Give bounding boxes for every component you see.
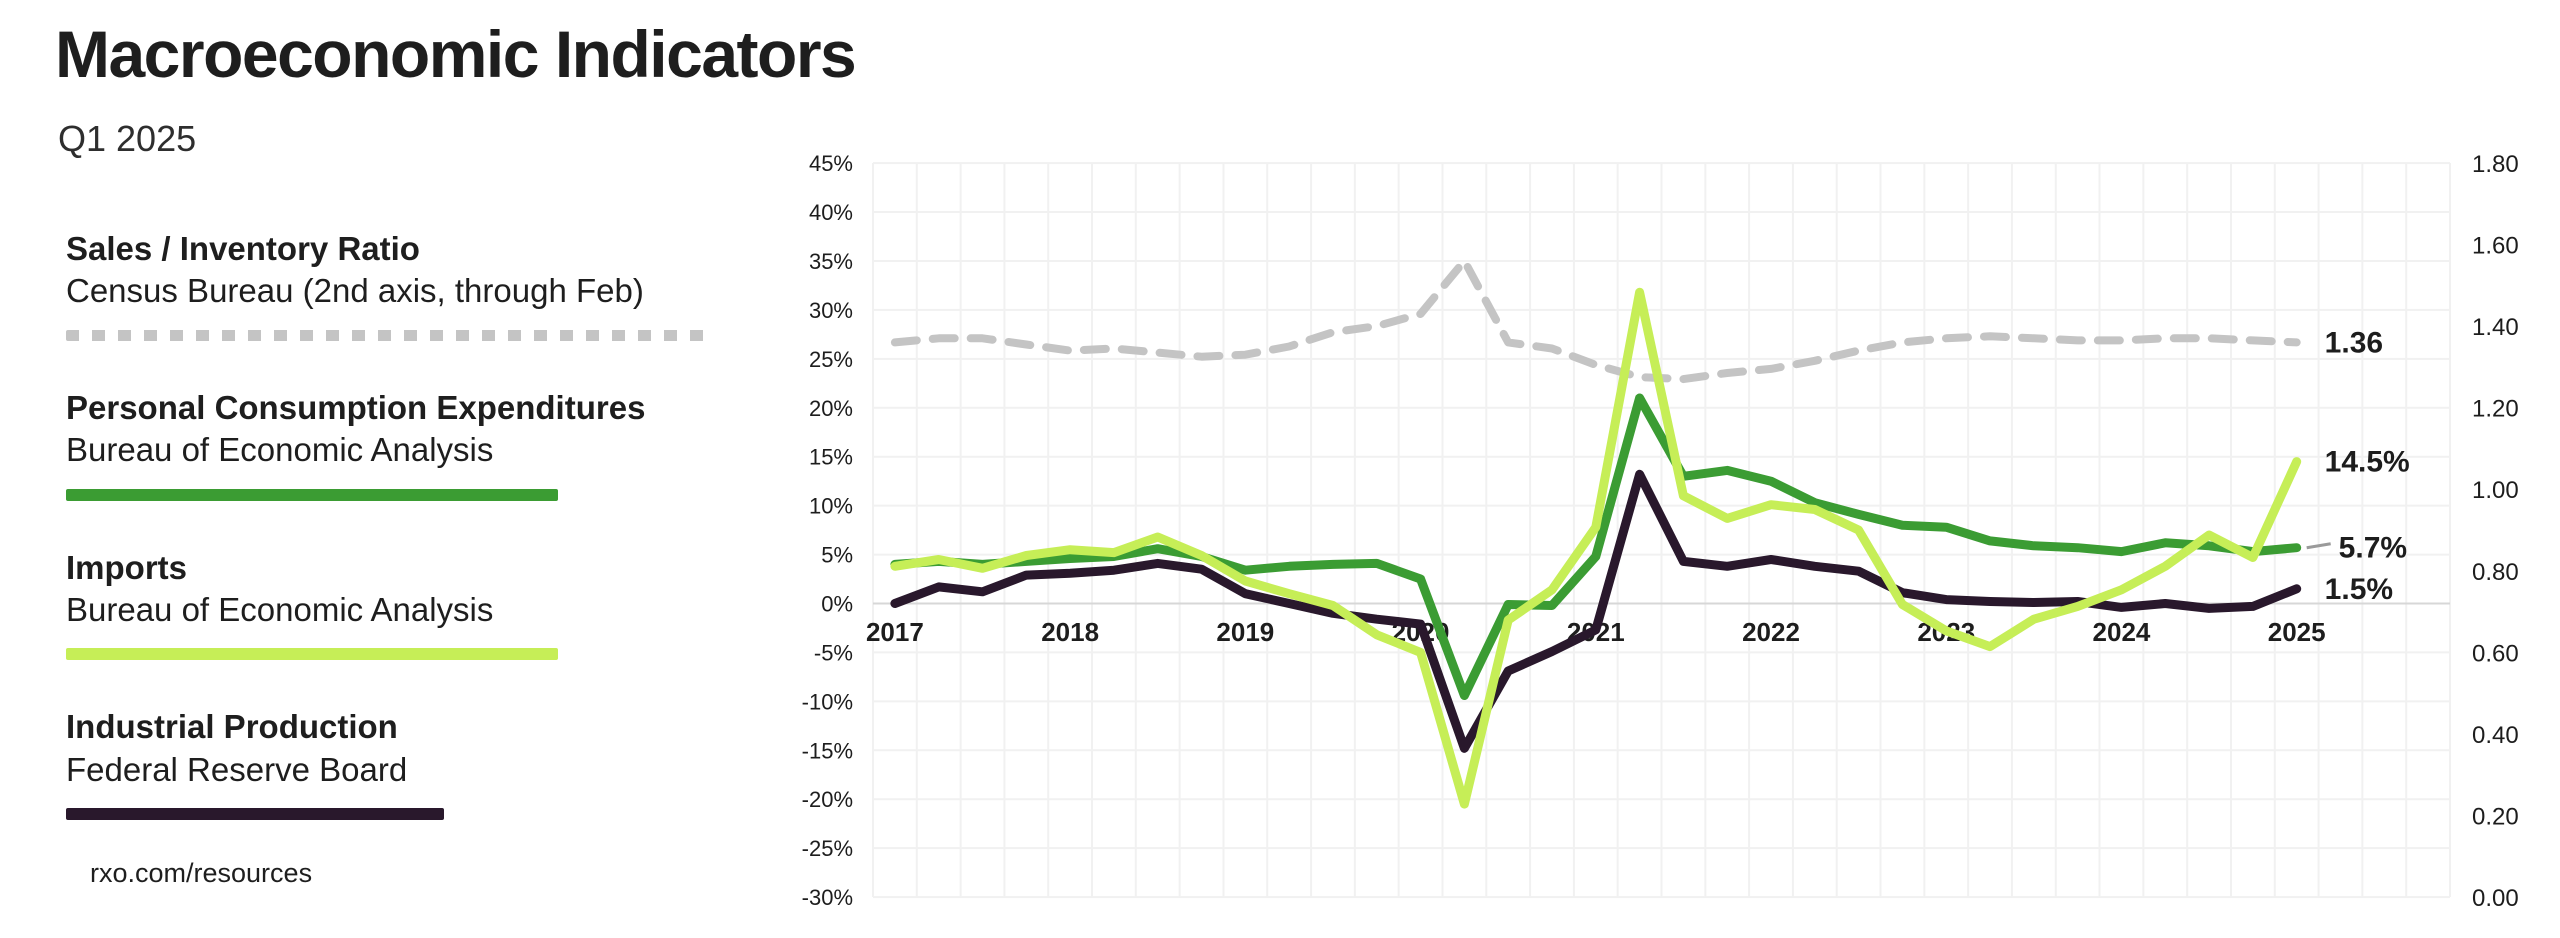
- legend-swatch-dark: [66, 808, 444, 821]
- svg-text:15%: 15%: [809, 445, 853, 470]
- svg-text:25%: 25%: [809, 347, 853, 372]
- page-title: Macroeconomic Indicators: [55, 17, 857, 91]
- legend-entry-imports: Imports Bureau of Economic Analysis: [66, 547, 806, 661]
- svg-text:1.20: 1.20: [2472, 396, 2519, 423]
- svg-text:0%: 0%: [821, 592, 853, 617]
- svg-text:-30%: -30%: [802, 885, 853, 910]
- svg-text:1.40: 1.40: [2472, 314, 2519, 341]
- legend-swatch-dashed-gray: [66, 329, 711, 341]
- svg-text:2017: 2017: [866, 617, 924, 647]
- legend-entry-sales-inventory-ratio: Sales / Inventory Ratio Census Bureau (2…: [66, 228, 806, 341]
- svg-text:2025: 2025: [2268, 617, 2326, 647]
- page-subtitle: Q1 2025: [58, 118, 197, 159]
- svg-text:0.40: 0.40: [2472, 722, 2519, 749]
- series-personal-consumption-expenditures: [890, 393, 2302, 700]
- svg-text:20%: 20%: [809, 396, 853, 421]
- end-label-sales-inventory-ratio: 1.36: [2325, 326, 2383, 359]
- svg-text:0.00: 0.00: [2472, 885, 2519, 912]
- svg-text:0.60: 0.60: [2472, 640, 2519, 667]
- svg-text:2018: 2018: [1041, 617, 1099, 647]
- legend-swatch-green: [66, 488, 558, 501]
- legend-series-name: Industrial Production: [66, 708, 398, 746]
- svg-text:5%: 5%: [821, 543, 853, 568]
- svg-text:-15%: -15%: [802, 738, 853, 763]
- svg-text:2022: 2022: [1742, 617, 1800, 647]
- legend-swatch-lime: [66, 648, 558, 661]
- legend-series-source: Bureau of Economic Analysis: [66, 431, 494, 469]
- svg-text:30%: 30%: [809, 298, 853, 323]
- legend-series-source: Federal Reserve Board: [66, 750, 408, 788]
- svg-text:40%: 40%: [809, 200, 853, 225]
- svg-text:2019: 2019: [1216, 617, 1274, 647]
- svg-text:0.80: 0.80: [2472, 559, 2519, 586]
- legend-series-name: Personal Consumption Expenditures: [66, 388, 646, 426]
- svg-text:-25%: -25%: [802, 836, 853, 861]
- svg-text:1.60: 1.60: [2472, 233, 2519, 260]
- svg-text:-20%: -20%: [802, 787, 853, 812]
- svg-text:2024: 2024: [2093, 617, 2151, 647]
- series-imports: [890, 287, 2302, 809]
- svg-text:1.80: 1.80: [2472, 151, 2519, 178]
- legend-entry-industrial-production: Industrial Production Federal Reserve Bo…: [66, 706, 806, 821]
- series-sales-inventory-ratio: [890, 256, 2301, 384]
- series-industrial-production: [890, 469, 2302, 753]
- svg-text:-10%: -10%: [802, 689, 853, 714]
- svg-text:-5%: -5%: [814, 640, 853, 665]
- end-label-personal-consumption-expenditures: 5.7%: [2339, 532, 2407, 565]
- legend: Sales / Inventory Ratio Census Bureau (2…: [66, 228, 806, 866]
- end-label-imports: 14.5%: [2325, 446, 2410, 479]
- svg-text:10%: 10%: [809, 494, 853, 519]
- legend-entry-personal-consumption-expenditures: Personal Consumption Expenditures Bureau…: [66, 387, 806, 501]
- legend-series-source: Census Bureau (2nd axis, through Feb): [66, 272, 644, 310]
- svg-text:35%: 35%: [809, 249, 853, 274]
- svg-text:0.20: 0.20: [2472, 803, 2519, 830]
- legend-series-source: Bureau of Economic Analysis: [66, 590, 494, 628]
- svg-text:1.00: 1.00: [2472, 477, 2519, 504]
- legend-series-name: Imports: [66, 548, 188, 586]
- legend-series-name: Sales / Inventory Ratio: [66, 230, 420, 267]
- svg-text:45%: 45%: [809, 151, 853, 176]
- end-label-industrial-production: 1.5%: [2325, 573, 2393, 606]
- footer-link[interactable]: rxo.com/resources: [90, 858, 313, 888]
